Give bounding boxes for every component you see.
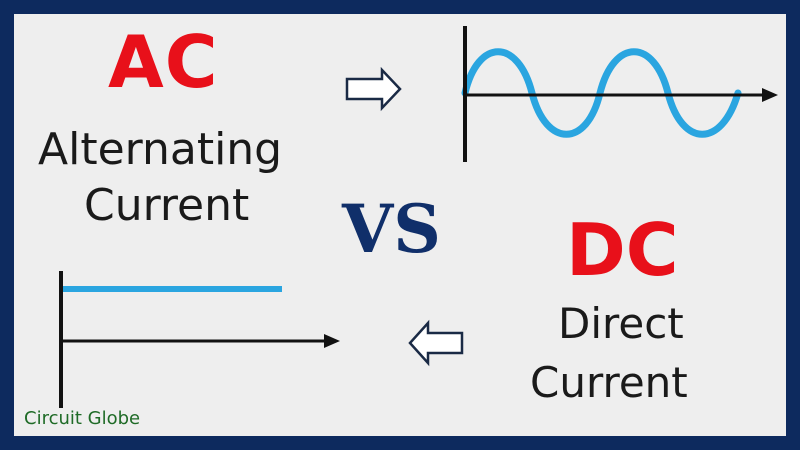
ac-sine-wave xyxy=(461,48,742,138)
hollow-right-arrow-icon xyxy=(345,66,402,112)
dc-title: DC xyxy=(566,208,679,292)
diagram-frame xyxy=(14,14,786,436)
ac-x-axis-arrowhead xyxy=(762,88,778,102)
ac-subtitle-line1: Alternating xyxy=(38,124,283,175)
dc-subtitle-line1: Direct xyxy=(558,299,684,348)
watermark: Circuit Globe xyxy=(24,408,141,429)
dc-x-axis-arrowhead xyxy=(324,334,340,348)
dc-graph xyxy=(59,271,340,408)
ac-subtitle-line2: Current xyxy=(84,180,250,231)
hollow-left-arrow-icon xyxy=(408,319,464,367)
ac-graph xyxy=(461,26,778,162)
vs-label: VS xyxy=(342,190,441,268)
ac-title: AC xyxy=(108,20,219,104)
dc-subtitle-line2: Current xyxy=(530,358,688,407)
